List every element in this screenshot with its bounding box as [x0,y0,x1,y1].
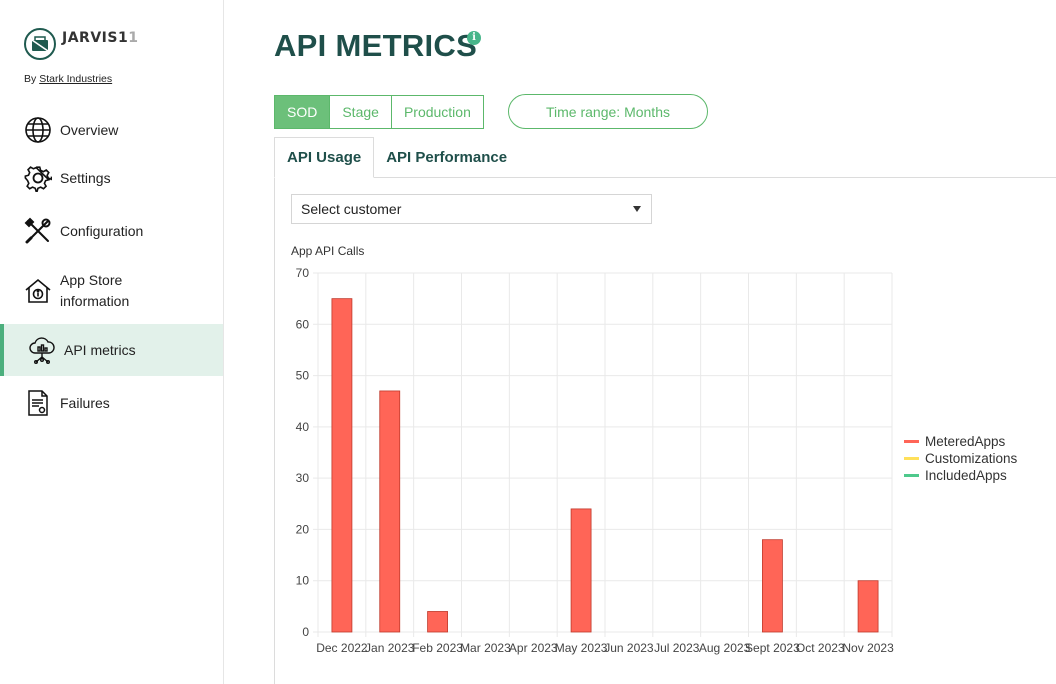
x-tick-label: Sept 2023 [745,641,800,655]
x-tick-label: Oct 2023 [796,641,845,655]
sidebar-item-overview[interactable]: Overview [0,108,223,152]
sidebar-item-failures[interactable]: Failures [0,376,223,430]
y-tick-label: 50 [296,369,310,383]
legend-swatch [904,457,919,460]
gear-icon [24,164,52,192]
bar-meteredapps [379,390,401,633]
x-tick-label: Dec 2022 [316,641,368,655]
legend-swatch [904,440,919,443]
y-tick-label: 10 [296,574,310,588]
sidebar-item-label: Configuration [60,222,144,239]
y-tick-label: 40 [296,420,310,434]
sidebar-item-app-store-information[interactable]: App Store information [0,258,223,324]
x-tick-label: Feb 2023 [412,641,463,655]
store-info-icon [24,277,52,305]
sidebar-item-settings[interactable]: Settings [0,152,223,204]
x-tick-label: Jul 2023 [654,641,700,655]
cloud-chart-icon [28,336,56,364]
page-title: API METRICS [274,28,478,63]
sidebar-item-label: Settings [60,169,111,186]
sidebar-nav: Overview Settings Configura [0,108,223,430]
chart-legend: MeteredApps Customizations IncludedApps [904,433,1017,484]
tab-panel [274,177,1056,684]
y-tick-label: 20 [296,522,310,536]
chart-title: App API Calls [291,244,365,258]
sidebar: JARVIS11 By Stark Industries Overview [0,0,224,684]
tab-bar: API Usage API Performance [274,137,519,178]
legend-label: Customizations [925,451,1018,466]
env-button-sod[interactable]: SOD [275,96,331,128]
legend-item-meteredapps[interactable]: MeteredApps [904,433,1017,450]
x-tick-label: Apr 2023 [509,641,558,655]
sidebar-item-configuration[interactable]: Configuration [0,204,223,258]
x-tick-label: May 2023 [555,641,608,655]
y-tick-label: 60 [296,317,310,331]
sidebar-item-label: App Store information [60,272,130,309]
tab-api-performance[interactable]: API Performance [386,149,508,166]
brand-company-link[interactable]: Stark Industries [39,73,113,85]
customer-select[interactable]: Select customer [291,194,652,224]
x-tick-label: Jun 2023 [604,641,654,655]
document-icon [24,389,52,417]
sidebar-item-label: Failures [60,394,110,411]
bar-meteredapps [857,580,879,633]
customer-select-value: Select customer [301,201,402,217]
env-button-production[interactable]: Production [391,96,483,128]
environment-toggle: SOD Stage Production [274,95,484,129]
tab-api-usage[interactable]: API Usage [274,137,375,178]
x-tick-label: Mar 2023 [460,641,511,655]
legend-label: IncludedApps [925,468,1007,483]
x-tick-label: Nov 2023 [842,641,894,655]
y-tick-label: 0 [302,625,309,639]
chevron-down-icon [633,206,641,212]
bar-meteredapps [570,508,592,633]
legend-label: MeteredApps [925,434,1006,449]
brand[interactable]: JARVIS11 [24,28,138,60]
time-range-button[interactable]: Time range: Months [508,94,708,129]
x-tick-label: Jan 2023 [365,641,415,655]
env-button-stage[interactable]: Stage [330,96,392,128]
brand-logo-icon [24,28,56,60]
x-tick-label: Aug 2023 [699,641,751,655]
info-icon[interactable]: i [467,31,481,45]
legend-item-includedapps[interactable]: IncludedApps [904,467,1017,484]
bar-meteredapps [762,539,783,633]
legend-item-customizations[interactable]: Customizations [904,450,1017,467]
legend-swatch [904,474,919,477]
bar-meteredapps [331,298,353,633]
tools-icon [24,217,52,245]
sidebar-item-api-metrics[interactable]: API metrics [0,324,223,376]
y-tick-label: 30 [296,471,310,485]
bar-meteredapps [427,611,448,633]
brand-name: JARVIS11 [62,30,139,46]
y-tick-label: 70 [296,266,310,280]
sidebar-item-label: API metrics [64,341,136,358]
brand-byline: By Stark Industries [24,73,113,85]
globe-icon [24,116,52,144]
sidebar-item-label: Overview [60,121,119,138]
